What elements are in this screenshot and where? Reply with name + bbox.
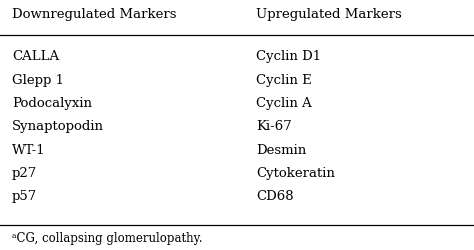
Text: Cyclin E: Cyclin E — [256, 73, 312, 86]
Text: Cyclin A: Cyclin A — [256, 96, 312, 110]
Text: Downregulated Markers: Downregulated Markers — [12, 8, 176, 20]
Text: Synaptopodin: Synaptopodin — [12, 120, 104, 133]
Text: p27: p27 — [12, 166, 37, 179]
Text: CD68: CD68 — [256, 190, 293, 202]
Text: p57: p57 — [12, 190, 37, 202]
Text: Desmin: Desmin — [256, 143, 306, 156]
Text: Cyclin D1: Cyclin D1 — [256, 50, 321, 63]
Text: CALLA: CALLA — [12, 50, 59, 63]
Text: Cytokeratin: Cytokeratin — [256, 166, 335, 179]
Text: Upregulated Markers: Upregulated Markers — [256, 8, 401, 20]
Text: Ki-67: Ki-67 — [256, 120, 292, 133]
Text: Glepp 1: Glepp 1 — [12, 73, 64, 86]
Text: WT-1: WT-1 — [12, 143, 46, 156]
Text: Podocalyxin: Podocalyxin — [12, 96, 92, 110]
Text: ᵃCG, collapsing glomerulopathy.: ᵃCG, collapsing glomerulopathy. — [12, 231, 202, 244]
